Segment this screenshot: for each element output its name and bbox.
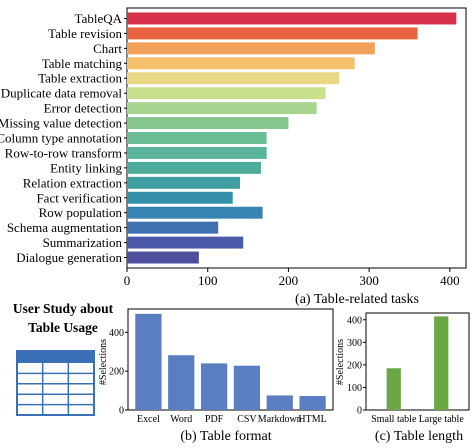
bar-schema-augmentation — [127, 221, 219, 234]
y-tick-label: TableQA — [75, 11, 123, 26]
y-tick-label: Chart — [93, 41, 122, 56]
caption-c: (c) Table length — [375, 429, 463, 444]
plot-frame — [365, 312, 470, 411]
y-tick-label: Table revision — [48, 26, 122, 41]
bar-table-matching — [127, 57, 355, 70]
y-tick-label: Fact verification — [36, 190, 122, 205]
caption-a: (a) Table-related tasks — [295, 292, 419, 307]
bar-column-type-annotation — [127, 132, 267, 144]
x-tick-label: Markdown — [258, 414, 302, 425]
y-tick-label: Schema augmentation — [7, 220, 123, 235]
y-tick-label: 0 — [119, 406, 124, 417]
x-tick-label: CSV — [237, 414, 257, 425]
x-tick-label: Word — [170, 414, 192, 425]
y-tick-label: 200 — [109, 367, 124, 378]
x-tick-label: Excel — [137, 414, 160, 425]
y-tick-label: Error detection — [44, 101, 123, 116]
bar-table-extraction — [127, 72, 340, 85]
y-tick-label: 300 — [347, 338, 362, 349]
y-tick-label: Dialogue generation — [16, 250, 122, 265]
bar-relation-extraction — [127, 176, 240, 189]
bar-row-to-row-transform — [127, 146, 267, 159]
bar-html — [299, 396, 326, 410]
y-tick-label: Entity linking — [50, 160, 122, 175]
bar-duplicate-data-removal — [127, 87, 326, 100]
bar-markdown — [266, 395, 293, 410]
bar-large-table — [434, 316, 449, 410]
bar-missing-value-detection — [127, 117, 289, 130]
bar-table-revision — [127, 27, 418, 40]
bar-pdf — [200, 363, 228, 410]
y-tick-label: 400 — [109, 328, 124, 339]
bar-small-table — [386, 368, 401, 410]
x-tick-label: 100 — [198, 273, 218, 288]
y-tick-label: Missing value detection — [0, 116, 122, 131]
table-grid-icon — [16, 350, 95, 416]
y-tick-label: 100 — [347, 383, 362, 394]
x-tick-label: 400 — [440, 273, 460, 288]
bar-fact-verification — [127, 191, 233, 204]
bar-entity-linking — [127, 161, 261, 174]
y-tick-label: Summarization — [43, 235, 123, 250]
x-tick-label: 300 — [359, 273, 379, 288]
y-tick-label: Row population — [39, 205, 123, 220]
x-tick-label: HTML — [298, 414, 326, 425]
chart-table-length: Small table Large table 0 100 200 300 400 #Sele… — [335, 312, 470, 444]
y-tick-label: Table extraction — [38, 71, 122, 86]
x-tick-label: PDF — [205, 414, 224, 425]
x-tick-label: Large table — [419, 414, 465, 425]
y-tick-label: 0 — [357, 406, 362, 417]
y-axis-label: #Selections — [335, 339, 346, 385]
bar-word — [168, 355, 195, 410]
bar-chart — [127, 42, 375, 55]
bar-csv — [233, 365, 261, 410]
y-tick-label: Row-to-row transform — [5, 145, 122, 160]
bar-excel — [135, 313, 162, 410]
x-tick-label: Small table — [371, 414, 417, 425]
bar-row-population — [127, 206, 263, 219]
y-tick-label: Relation extraction — [23, 175, 123, 190]
x-tick-label: 200 — [279, 273, 299, 288]
y-tick-label: 400 — [347, 315, 362, 326]
x-tick-label: 0 — [124, 273, 131, 288]
y-tick-label: Duplicate data removal — [1, 86, 123, 101]
table-icon-header — [17, 351, 94, 363]
plot-frame — [127, 308, 334, 411]
bar-tableqa — [127, 12, 457, 25]
bar-dialogue-generation — [127, 251, 199, 264]
caption-b: (b) Table format — [180, 429, 271, 444]
y-tick-label: Column type annotation — [0, 131, 122, 146]
y-axis-label: #Selections — [98, 339, 109, 385]
bar-summarization — [127, 236, 244, 249]
y-tick-label: Table matching — [42, 56, 123, 71]
y-tick-label: 200 — [347, 360, 362, 371]
bar-error-detection — [127, 102, 317, 115]
user-study-title: User Study about Table Usage — [12, 301, 114, 335]
